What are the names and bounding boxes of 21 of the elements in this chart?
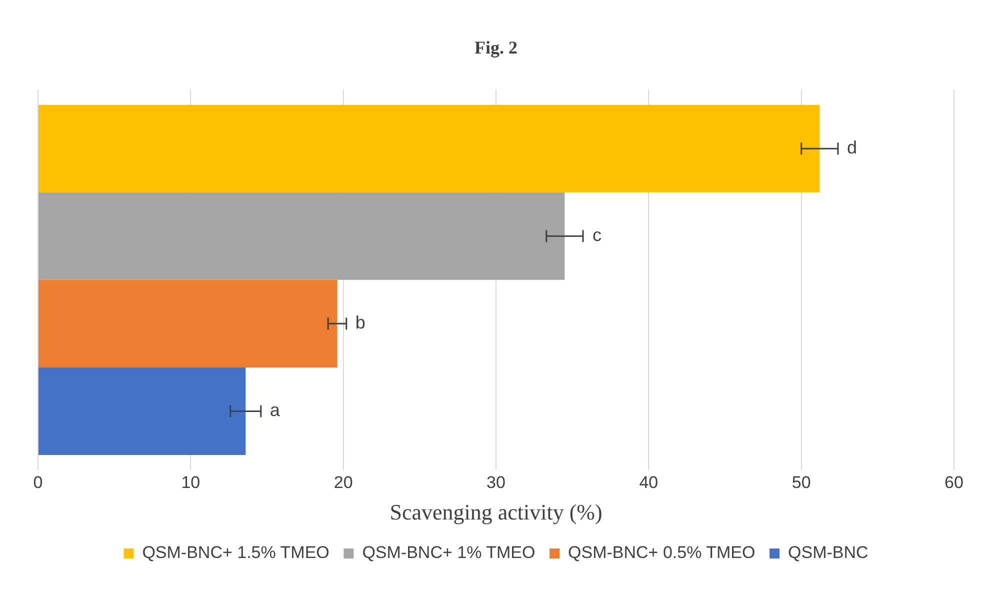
- x-tick-label: 60: [944, 473, 964, 492]
- annotation: b: [355, 312, 366, 333]
- bar: [38, 280, 338, 368]
- x-axis-title: Scavenging activity (%): [390, 500, 602, 525]
- legend-label: QSM-BNC+ 1.5% TMEO: [142, 543, 330, 562]
- x-tick-label: 0: [33, 473, 43, 492]
- bar: [38, 367, 246, 455]
- legend-label: QSM-BNC: [788, 543, 868, 562]
- annotation: c: [592, 225, 602, 246]
- x-tick-label: 20: [334, 473, 353, 492]
- x-tick-label: 10: [181, 473, 200, 492]
- legend-label: QSM-BNC+ 0.5% TMEO: [568, 543, 756, 562]
- chart-title: Fig. 2: [474, 37, 518, 58]
- x-tick-label: 50: [792, 473, 811, 492]
- bar: [38, 192, 565, 280]
- x-tick-label: 30: [486, 473, 506, 492]
- annotation: d: [846, 138, 857, 158]
- x-tick-label: 40: [639, 473, 658, 492]
- annotation: a: [270, 400, 281, 420]
- bar: [38, 104, 820, 192]
- legend-label: QSM-BNC+ 1% TMEO: [362, 543, 536, 562]
